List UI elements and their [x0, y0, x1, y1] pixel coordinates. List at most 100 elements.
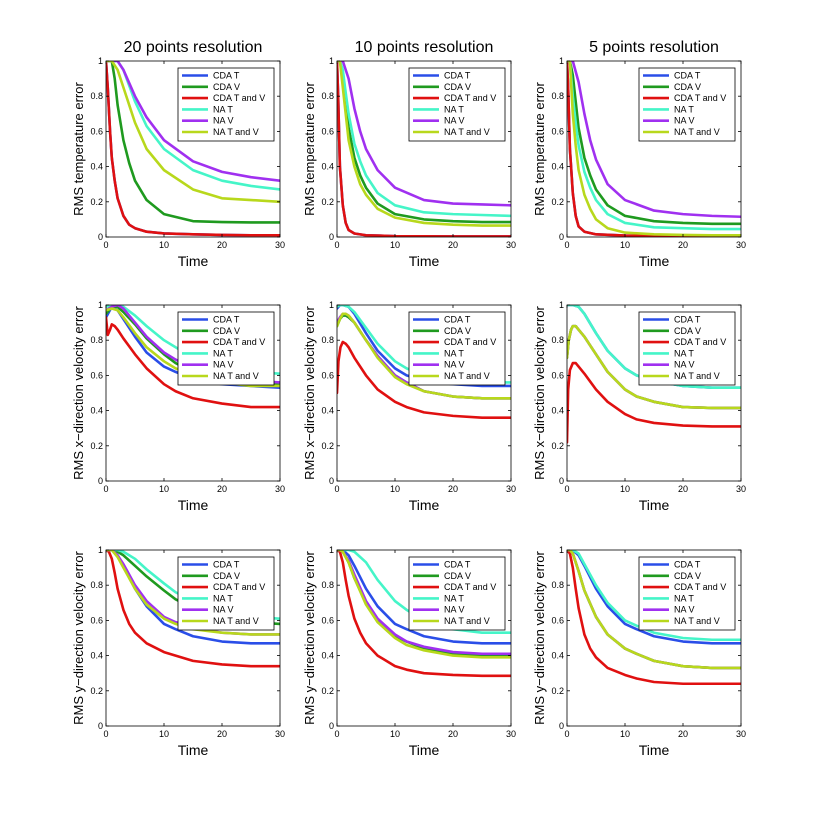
x-axis-label: Time [178, 253, 209, 269]
legend-box [177, 311, 275, 386]
legend-label: NA T [674, 348, 694, 358]
axes-frame [336, 549, 512, 727]
series-line-na-t-and-v [106, 61, 280, 204]
x-tick-label: 10 [159, 484, 169, 494]
y-tick-label: 0 [98, 232, 103, 242]
series-line-cda-t-and-v [337, 61, 511, 237]
x-tick-label: 10 [620, 240, 630, 250]
y-tick-label: 0.2 [551, 441, 564, 451]
legend-box [177, 556, 275, 631]
y-tick-label: 0 [559, 232, 564, 242]
y-tick-label: 0.4 [321, 406, 334, 416]
x-tick-label: 10 [390, 729, 400, 739]
legend-label: NA T [213, 348, 233, 358]
legend-label: NA T and V [444, 127, 490, 137]
y-tick-label: 0.6 [321, 370, 334, 380]
y-tick-label: 1 [329, 56, 334, 66]
y-tick-label: 0.6 [321, 615, 334, 625]
y-axis-label: RMS y−direction velocity error [532, 550, 547, 724]
legend-label: NA V [213, 605, 234, 615]
series-line-na-t-and-v [567, 550, 741, 670]
legend-label: CDA T [674, 560, 701, 570]
legend-label: CDA T [213, 71, 240, 81]
series-line-cda-t-and-v [337, 340, 511, 419]
y-tick-label: 0 [329, 476, 334, 486]
panel-r0-c1: 0 10 20 30 0 0.2 0.4 0.6 0.8 1 Time RMS temperature… [302, 56, 516, 269]
legend-label: CDA V [674, 326, 701, 336]
x-tick-label: 0 [564, 729, 569, 739]
y-tick-label: 1 [559, 56, 564, 66]
y-tick-label: 0.6 [321, 126, 334, 136]
legend-box [177, 67, 275, 142]
legend-label: CDA T and V [213, 93, 265, 103]
legend-label: NA T [444, 104, 464, 114]
y-tick-label: 0.2 [90, 197, 103, 207]
axes-frame [105, 60, 281, 238]
series-line-cda-v [567, 61, 741, 226]
legend-box [408, 67, 506, 142]
legend-label: CDA T [674, 71, 701, 81]
y-tick-label: 1 [329, 545, 334, 555]
y-tick-label: 1 [329, 300, 334, 310]
y-tick-label: 0.4 [90, 162, 103, 172]
series-line-na-t-and-v [337, 312, 511, 400]
series-line-cda-t-and-v [106, 61, 280, 237]
legend-box [638, 67, 736, 142]
y-tick-label: 0.6 [90, 615, 103, 625]
series-line-na-t [567, 550, 741, 642]
legend-label: CDA T and V [444, 337, 496, 347]
x-tick-label: 30 [506, 484, 516, 494]
x-tick-label: 30 [736, 240, 746, 250]
series-line-na-t-and-v [106, 550, 280, 636]
legend-label: NA V [444, 116, 465, 126]
legend-label: NA T [213, 593, 233, 603]
x-tick-label: 20 [217, 240, 227, 250]
legend-label: NA T and V [213, 371, 259, 381]
x-tick-label: 0 [103, 240, 108, 250]
series-line-cda-t [106, 550, 280, 645]
y-tick-label: 0.6 [551, 126, 564, 136]
x-tick-label: 30 [736, 729, 746, 739]
y-tick-label: 0.8 [551, 91, 564, 101]
legend-label: CDA T and V [674, 93, 726, 103]
y-tick-label: 0.8 [551, 580, 564, 590]
legend-label: CDA V [444, 571, 471, 581]
x-tick-label: 30 [275, 484, 285, 494]
legend-label: NA T and V [444, 616, 490, 626]
y-tick-label: 0.4 [551, 406, 564, 416]
series-line-na-t [567, 305, 741, 390]
legend-box [408, 311, 506, 386]
legend-box [638, 311, 736, 386]
y-axis-label: RMS x−direction velocity error [302, 305, 317, 479]
y-tick-label: 1 [559, 545, 564, 555]
y-tick-label: 0.8 [321, 91, 334, 101]
legend-label: NA T and V [213, 616, 259, 626]
legend-label: CDA T and V [444, 582, 496, 592]
legend-label: NA T [674, 593, 694, 603]
series-line-cda-t-and-v [337, 550, 511, 678]
x-axis-label: Time [409, 497, 440, 513]
y-tick-label: 1 [98, 56, 103, 66]
y-tick-label: 0 [329, 232, 334, 242]
y-axis-label: RMS y−direction velocity error [302, 550, 317, 724]
series-line-cda-t-and-v [106, 316, 280, 409]
axes-frame [336, 60, 512, 238]
legend-label: NA T [213, 104, 233, 114]
series-line-na-t [106, 61, 280, 191]
y-tick-label: 0.6 [551, 370, 564, 380]
y-tick-label: 0.8 [90, 91, 103, 101]
y-tick-label: 0.6 [90, 126, 103, 136]
legend-label: CDA T [444, 315, 471, 325]
axes-frame [105, 304, 281, 482]
y-tick-label: 0.2 [551, 686, 564, 696]
panel-r2-c1: 0 10 20 30 0 0.2 0.4 0.6 0.8 1 Time RMS y−direction… [302, 545, 516, 758]
panel-r1-c0: 0 10 20 30 0 0.2 0.4 0.6 0.8 1 Time RMS x−direction… [71, 300, 285, 513]
legend-label: NA V [444, 360, 465, 370]
series-line-cda-t-and-v [567, 361, 741, 444]
y-tick-label: 0.4 [321, 651, 334, 661]
series-line-cda-t [337, 550, 511, 645]
x-tick-label: 0 [334, 484, 339, 494]
